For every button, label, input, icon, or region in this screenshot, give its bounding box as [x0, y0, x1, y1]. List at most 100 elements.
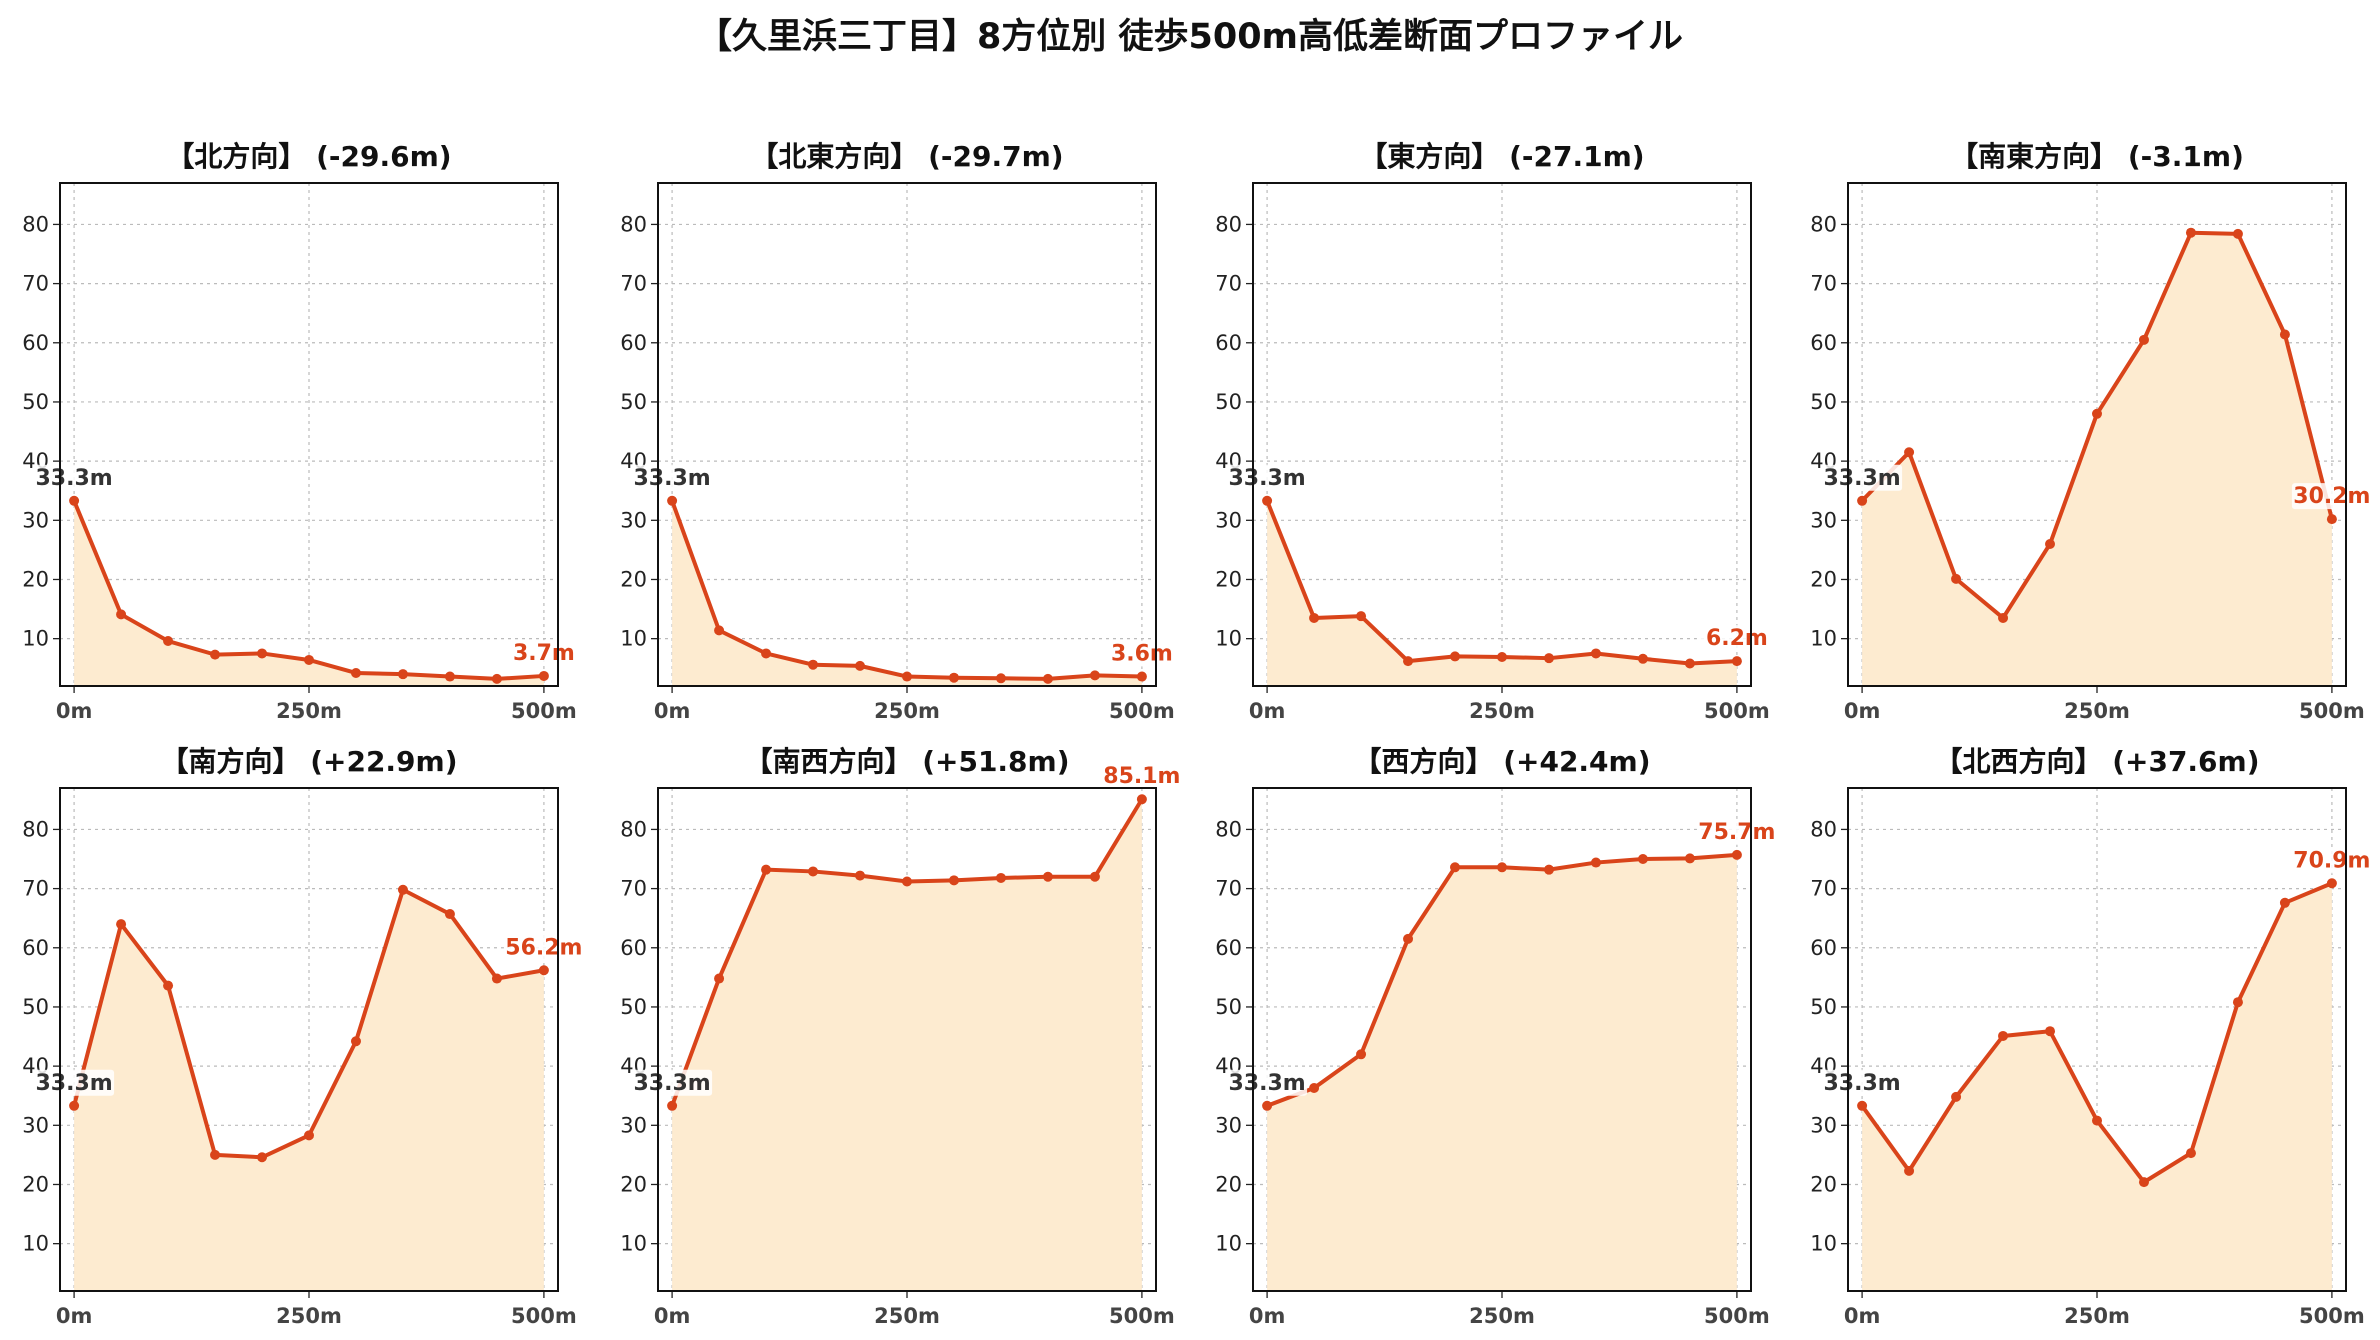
- data-point: [667, 1100, 678, 1111]
- y-tick-label: 80: [620, 817, 647, 841]
- y-tick-label: 60: [1810, 331, 1837, 355]
- data-point: [397, 669, 408, 680]
- y-tick-label: 20: [1215, 1172, 1242, 1196]
- area-fill: [672, 799, 1142, 1291]
- data-point: [1951, 573, 1962, 584]
- data-point: [1450, 651, 1461, 662]
- data-point: [163, 636, 174, 647]
- data-point: [69, 495, 80, 506]
- data-point: [1637, 854, 1648, 865]
- end-label: 30.2m: [2293, 484, 2370, 509]
- data-point: [761, 864, 772, 875]
- data-point: [1684, 658, 1695, 669]
- x-tick-label: 0m: [1249, 1304, 1286, 1328]
- data-point: [1042, 673, 1053, 684]
- data-point: [2138, 334, 2149, 345]
- data-point: [1309, 612, 1320, 623]
- y-tick-label: 20: [1810, 567, 1837, 591]
- data-point: [1403, 656, 1414, 667]
- end-label: 56.2m: [505, 935, 582, 960]
- data-point: [995, 673, 1006, 684]
- y-tick-label: 70: [620, 877, 647, 901]
- data-point: [855, 660, 866, 671]
- end-label: 6.2m: [1706, 626, 1768, 651]
- start-label-bg: [632, 464, 713, 491]
- plot-frame: [657, 787, 1157, 1292]
- data-point: [1731, 656, 1742, 667]
- x-tick-label: 500m: [1109, 1304, 1175, 1328]
- y-tick-label: 60: [22, 331, 49, 355]
- data-point: [2045, 1026, 2056, 1037]
- y-tick-label: 20: [1810, 1172, 1837, 1196]
- y-tick-label: 30: [1215, 1113, 1242, 1137]
- data-point: [948, 672, 959, 683]
- y-tick-label: 20: [1215, 567, 1242, 591]
- plot-frame: [1252, 182, 1752, 687]
- data-point: [1262, 495, 1273, 506]
- y-tick-label: 10: [1810, 1232, 1837, 1256]
- x-tick-label: 250m: [2064, 1304, 2130, 1328]
- y-tick-label: 60: [1215, 936, 1242, 960]
- end-label: 70.9m: [2293, 848, 2370, 873]
- data-point: [1309, 1083, 1320, 1094]
- y-tick-label: 20: [22, 567, 49, 591]
- y-tick-label: 10: [1810, 627, 1837, 651]
- data-point: [304, 1130, 314, 1141]
- x-tick-label: 500m: [1704, 1304, 1770, 1328]
- data-point: [2232, 228, 2243, 239]
- y-tick-label: 10: [1215, 1232, 1242, 1256]
- data-point: [350, 667, 361, 678]
- y-tick-label: 70: [22, 877, 49, 901]
- data-point: [2138, 1177, 2149, 1188]
- data-point: [1136, 794, 1147, 805]
- data-point: [1403, 933, 1414, 944]
- data-point: [163, 980, 174, 991]
- data-point: [1497, 862, 1507, 873]
- area-fill: [1267, 854, 1737, 1291]
- plot-frame: [59, 182, 559, 687]
- data-point: [2092, 1115, 2102, 1126]
- y-tick-label: 70: [1810, 877, 1837, 901]
- panel-title: 【北方向】 (-29.6m): [166, 140, 451, 173]
- y-tick-label: 30: [1215, 508, 1242, 532]
- start-label: 33.3m: [35, 466, 112, 491]
- x-tick-label: 500m: [2299, 699, 2365, 723]
- data-point: [210, 649, 221, 660]
- start-label-bg: [1822, 1069, 1903, 1096]
- data-point: [69, 1100, 80, 1111]
- data-point: [1998, 1030, 2009, 1041]
- data-point: [538, 965, 549, 976]
- y-tick-label: 30: [22, 1113, 49, 1137]
- data-point: [1042, 871, 1053, 882]
- y-tick-label: 30: [1810, 1113, 1837, 1137]
- data-point: [1951, 1091, 1962, 1102]
- end-label: 85.1m: [1103, 764, 1180, 789]
- y-tick-label: 30: [1810, 508, 1837, 532]
- start-label: 33.3m: [1823, 1071, 1900, 1096]
- x-tick-label: 0m: [654, 699, 691, 723]
- y-tick-label: 70: [1215, 272, 1242, 296]
- data-point: [444, 909, 455, 920]
- data-point: [714, 625, 725, 636]
- plot-frame: [1847, 787, 2347, 1292]
- start-label-bg: [1227, 464, 1308, 491]
- data-point: [2279, 329, 2290, 340]
- data-point: [257, 648, 268, 659]
- y-tick-label: 80: [1215, 212, 1242, 236]
- x-tick-label: 250m: [276, 699, 342, 723]
- y-tick-label: 50: [1215, 995, 1242, 1019]
- panel-title: 【西方向】 (+42.4m): [1353, 745, 1650, 778]
- data-point: [948, 875, 959, 886]
- y-tick-label: 60: [22, 936, 49, 960]
- x-tick-label: 500m: [1704, 699, 1770, 723]
- data-point: [444, 671, 455, 682]
- y-tick-label: 50: [22, 390, 49, 414]
- start-label-bg: [34, 464, 115, 491]
- y-tick-label: 80: [1215, 817, 1242, 841]
- data-point: [538, 670, 549, 681]
